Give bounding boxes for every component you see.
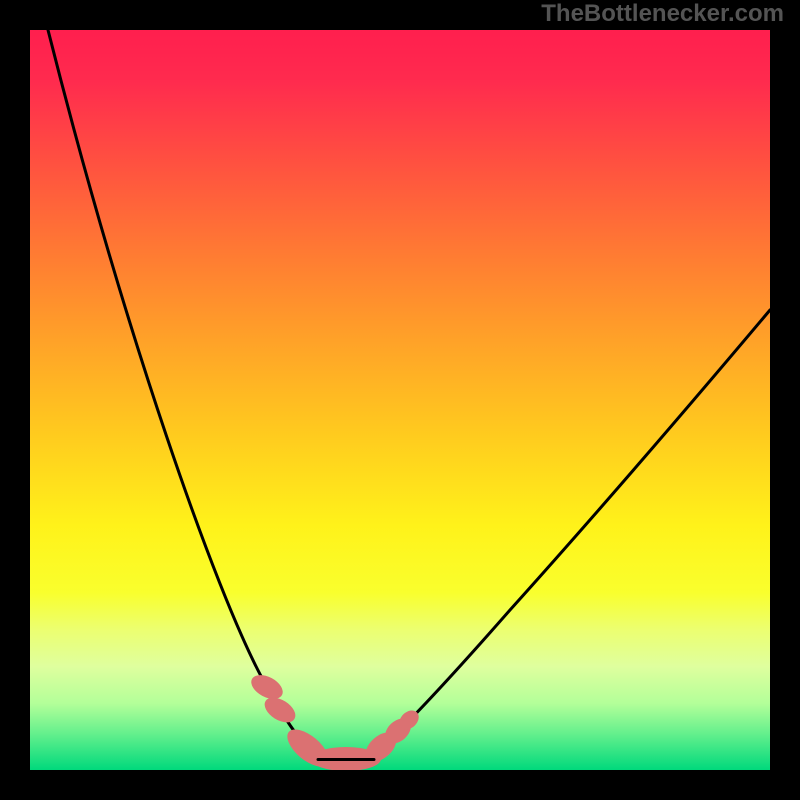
watermark-text: TheBottlenecker.com bbox=[541, 0, 784, 28]
bead-1 bbox=[260, 693, 299, 728]
bead-0 bbox=[247, 670, 286, 704]
outer-frame: TheBottlenecker.com bbox=[0, 0, 800, 800]
left-curve bbox=[48, 30, 321, 758]
data-beads bbox=[247, 670, 422, 773]
curve-overlay bbox=[0, 0, 800, 800]
right-curve bbox=[371, 310, 770, 757]
